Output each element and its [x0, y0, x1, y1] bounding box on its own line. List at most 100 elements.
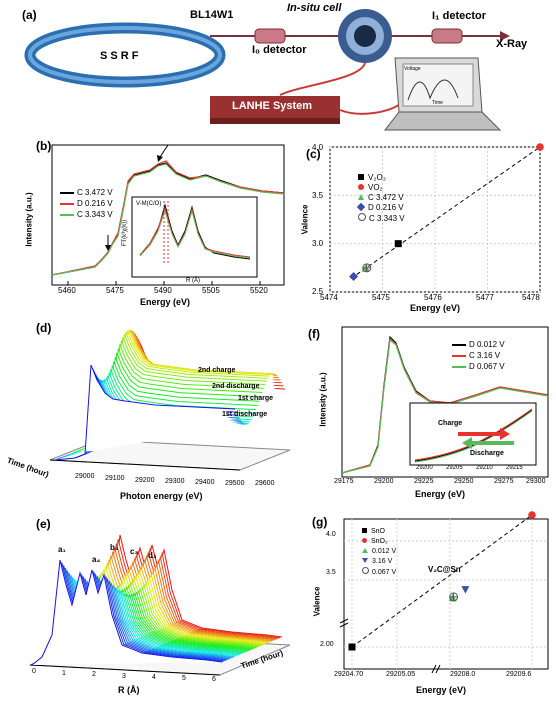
panel-e-label: (e): [36, 517, 51, 531]
panel-c: (c) Valence Energy (eV) 5474 5475 5476 5…: [290, 135, 556, 315]
panel-f-xlabel: Energy (eV): [415, 489, 466, 499]
inset-xtick-3: 29215: [506, 465, 523, 471]
curve-c3343: [51, 163, 285, 276]
panel-c-ytick-3: 4.0: [312, 143, 324, 152]
panel-c-xtick-2: 5476: [424, 293, 442, 302]
legend-label: D 0.067 V: [469, 362, 505, 371]
legend-label: C 3.16 V: [469, 351, 501, 360]
legend-label: C 3.472 V: [77, 188, 113, 197]
storage-ring-highlight: [28, 26, 222, 84]
panel-c-fit-line: [350, 146, 541, 279]
legend-item: SnO: [362, 527, 396, 537]
cell-label: In-situ cell: [287, 2, 342, 14]
panel-c-chart: [329, 143, 544, 293]
panel-f-xtick-2: 29225: [414, 478, 434, 485]
panel-d-xtick-6: 29600: [255, 480, 275, 487]
panel-e: (e) R (Å) Time (hour) 0 1 2 3 4 5 6 a₁ a…: [0, 505, 300, 698]
discharge-arrow: [462, 437, 514, 449]
panel-f: (f) Intensity (a.u.) Energy (eV) 29175 2…: [300, 315, 556, 500]
legend-item: D 0.216 V: [356, 202, 405, 213]
panel-g-xtick-0: 29204.70: [334, 671, 364, 678]
charge-label: Charge: [438, 420, 463, 427]
annotation-2nd-charge: 2nd charge: [198, 367, 236, 374]
panel-f-label: (f): [308, 327, 320, 341]
panel-e-xtick-4: 4: [152, 674, 156, 681]
panel-b-xtick-0: 5460: [58, 286, 76, 295]
beamline-setup-diagram: [24, 9, 510, 131]
panel-a: (a) S S R F BL14W1 In-situ cell I₀ detec…: [0, 0, 556, 135]
edge-arrow: [159, 144, 169, 158]
panel-g-ylabel: Valence: [312, 586, 322, 617]
panel-c-xtick-4: 5478: [522, 293, 540, 302]
legend-item: C 3.472 V: [60, 187, 113, 198]
legend-label: SnO₂: [371, 538, 388, 545]
panel-e-xtick-2: 2: [92, 671, 96, 678]
i1-label: I₁ detector: [432, 10, 487, 22]
peak-a4: a₄: [92, 555, 101, 564]
waterfall-spectrum: [54, 364, 236, 461]
panel-e-xtick-1: 1: [62, 670, 66, 677]
panel-g-ytick-1: 3.5: [326, 569, 336, 576]
legend-label: 3.16 V: [372, 558, 393, 565]
legend-label: SnO: [371, 528, 386, 535]
legend-label: 0.012 V: [372, 548, 397, 555]
inset-xtick-0: 29200: [416, 465, 433, 471]
screen-time-label: Time: [432, 100, 443, 106]
peak-b3: b₃: [110, 543, 119, 552]
panel-c-xlabel: Energy (eV): [410, 303, 461, 313]
panel-g-label: (g): [312, 515, 328, 529]
panel-f-ylabel: Intensity (a.u.): [318, 372, 328, 427]
beamline-label: BL14W1: [190, 9, 234, 21]
panel-f-frame: [341, 326, 549, 478]
panel-b-xlabel: Energy (eV): [140, 297, 191, 307]
xray-label: X-Ray: [496, 38, 528, 50]
annotation-2nd-discharge: 2nd discharge: [212, 383, 260, 390]
legend-item: VO₂: [358, 183, 405, 193]
lanhe-label: LANHE System: [232, 100, 313, 112]
data-point: [449, 592, 459, 602]
panel-g-fit-line: [351, 514, 533, 648]
panel-d-xtick-4: 29400: [195, 479, 215, 486]
panel-g-ytick-2: 4.0: [326, 531, 336, 538]
legend-item: C 3.16 V: [452, 350, 505, 361]
panel-f-legend: D 0.012 V C 3.16 V D 0.067 V: [452, 339, 505, 372]
panel-g-frame: [343, 518, 549, 670]
panel-c-xtick-3: 5477: [476, 293, 494, 302]
inset-curve-3: [139, 209, 251, 259]
legend-item: 0.012 V: [362, 547, 396, 557]
legend-item: D 0.067 V: [452, 361, 505, 372]
panel-b-chart: [51, 144, 285, 286]
panel-d-chart: [49, 329, 291, 471]
inset-xtick-2: 29210: [476, 465, 493, 471]
peak-c3: c₃: [130, 547, 139, 556]
panel-f-xtick-5: 29300: [526, 478, 546, 485]
panel-c-legend: V₂O₃ VO₂ C 3.472 V D 0.216 V C 3.343 V: [356, 173, 405, 224]
panel-b-legend: C 3.472 V D 0.216 V C 3.343 V: [60, 187, 113, 220]
panel-g-annotation: V₂C@Sn: [428, 565, 461, 574]
panel-g-xtick-2: 29208.0: [450, 671, 476, 678]
panel-e-chart: [29, 534, 291, 676]
panel-b-xtick-3: 5505: [202, 286, 220, 295]
annotation-1st-discharge: 1st discharge: [222, 411, 268, 418]
peak-d3: d₃: [148, 551, 157, 560]
panel-d-xtick-0: 29000: [75, 473, 95, 480]
legend-label: VO₂: [368, 183, 383, 192]
discharge-label: Discharge: [470, 450, 504, 457]
panel-b-inset: [131, 196, 258, 278]
panel-d-xtick-2: 29200: [135, 477, 155, 484]
panel-d-xtick-5: 29500: [225, 480, 245, 487]
curve-d0067: [341, 338, 549, 474]
legend-item: V₂O₃: [358, 173, 405, 183]
panel-e-xtick-5: 5: [182, 675, 186, 682]
panel-c-ytick-2: 3.5: [312, 191, 324, 200]
panel-g-xtick-1: 29205.05: [386, 671, 416, 678]
inset-ylabel: FT(k³χ(k)): [122, 219, 129, 247]
panel-g-xlabel: Energy (eV): [416, 685, 467, 695]
inset-annotation: V-M(C/O): [136, 201, 162, 207]
i0-detector: [254, 28, 286, 44]
panel-d-xaxis: [49, 459, 241, 471]
legend-item: 3.16 V: [362, 557, 396, 567]
panel-e-curves: [31, 534, 283, 666]
legend-item: D 0.012 V: [452, 339, 505, 350]
axis-break-icon: [339, 618, 441, 674]
